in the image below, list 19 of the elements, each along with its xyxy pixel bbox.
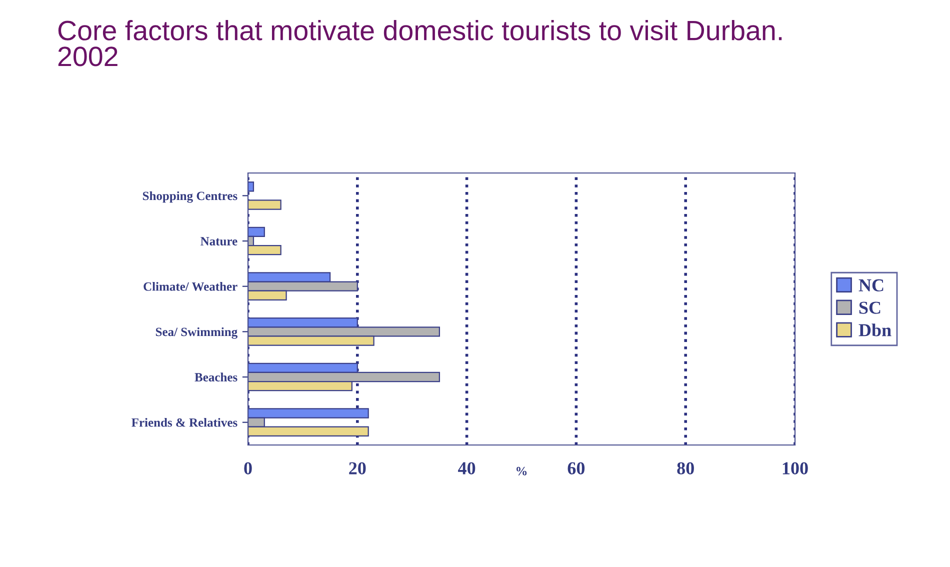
y-tick-label: Friends & Relatives <box>132 418 238 427</box>
x-tick-label: 60 <box>568 462 585 474</box>
x-tick-label: 20 <box>349 462 366 474</box>
y-tick-label: Beaches <box>194 372 238 382</box>
bar <box>248 200 282 210</box>
y-tick-label: Shopping Centres <box>142 191 238 203</box>
chart-title: Core factors that motivate domestic tourists to visit Durban. 2002 <box>58 20 782 66</box>
x-tick-label: 80 <box>677 462 694 474</box>
legend-label: NC <box>858 279 884 292</box>
bar <box>248 182 254 192</box>
legend-label: Dbn <box>858 324 892 336</box>
legend-label: SC <box>859 302 880 314</box>
x-axis-title: % <box>516 466 527 476</box>
x-tick-label: 0 <box>244 462 252 474</box>
y-tick-label: Nature <box>200 237 238 246</box>
x-tick-label: 100 <box>782 462 808 474</box>
y-tick-label: Sea/ Swimming <box>156 327 238 339</box>
x-tick-label: 40 <box>458 462 476 474</box>
y-tick-label: Climate/ Weather <box>144 282 238 291</box>
